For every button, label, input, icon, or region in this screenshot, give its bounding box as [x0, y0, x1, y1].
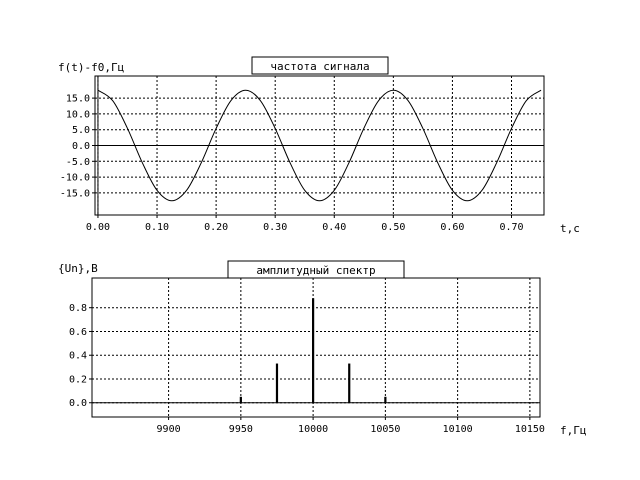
y-tick-label: 15.0: [66, 94, 90, 105]
frequency-chart-y-ticks: 15.0 10.0 5.0 0.0 -5.0 -10.0 -15.0: [60, 94, 95, 199]
y-tick-label: -15.0: [60, 188, 90, 199]
frequency-chart: f(t)-f0,Гц частота сигнала 15.0 10.0 5.0 0.…: [58, 56, 580, 235]
spectrum-bars: [239, 298, 387, 403]
y-tick-label: 0.4: [69, 351, 87, 362]
spectrum-chart-title: амплитудный спектр: [256, 264, 375, 277]
spectrum-chart: {Un},B амплитудный спектр 0.80.60.40.20.…: [58, 260, 587, 437]
y-tick-label: 0.0: [69, 398, 87, 409]
spectrum-chart-plot-area: [91, 277, 541, 418]
y-tick-label: 5.0: [72, 125, 90, 136]
x-tick-label: 0.30: [263, 222, 287, 233]
spectrum-chart-grid: [92, 278, 540, 417]
spectrum-chart-xlabel: f,Гц: [560, 424, 587, 437]
y-tick-label: 10.0: [66, 109, 90, 120]
x-tick-label: 0.60: [440, 222, 464, 233]
y-tick-label: 0.2: [69, 374, 87, 385]
x-tick-label: 10150: [515, 424, 545, 435]
y-tick-label: -5.0: [66, 157, 90, 168]
y-tick-label: 0.0: [72, 141, 90, 152]
y-tick-label: 0.6: [69, 327, 87, 338]
y-tick-label: 0.8: [69, 303, 87, 314]
x-tick-label: 9950: [229, 424, 253, 435]
frequency-chart-grid: [95, 76, 544, 215]
x-tick-label: 0.00: [86, 222, 110, 233]
x-tick-label: 0.40: [322, 222, 346, 233]
frequency-chart-title-box: [251, 56, 389, 75]
x-tick-label: 0.10: [145, 222, 169, 233]
x-tick-label: 9900: [157, 424, 181, 435]
x-tick-label: 0.50: [381, 222, 405, 233]
frequency-chart-xlabel: t,c: [560, 222, 580, 235]
frequency-chart-title: частота сигнала: [270, 60, 369, 73]
x-tick-label: 10050: [370, 424, 400, 435]
x-tick-label: 0.70: [499, 222, 523, 233]
frequency-series-line: [97, 89, 542, 202]
spectrum-chart-x-ticks: 9900 9950 10000 10050 10100 10150: [157, 417, 545, 435]
x-tick-label: 10000: [298, 424, 328, 435]
spectrum-chart-y-ticks: 0.8 0.6 0.4 0.2 0.0: [69, 303, 92, 409]
x-tick-label: 10100: [443, 424, 473, 435]
spectrum-chart-ylabel: {Un},B: [58, 262, 98, 275]
x-tick-label: 0.20: [204, 222, 228, 233]
frequency-chart-ylabel: f(t)-f0,Гц: [58, 61, 124, 74]
y-tick-label: -10.0: [60, 173, 90, 184]
frequency-chart-x-ticks: 0.00 0.10 0.20 0.30 0.40 0.50 0.60 0.70: [86, 215, 524, 233]
